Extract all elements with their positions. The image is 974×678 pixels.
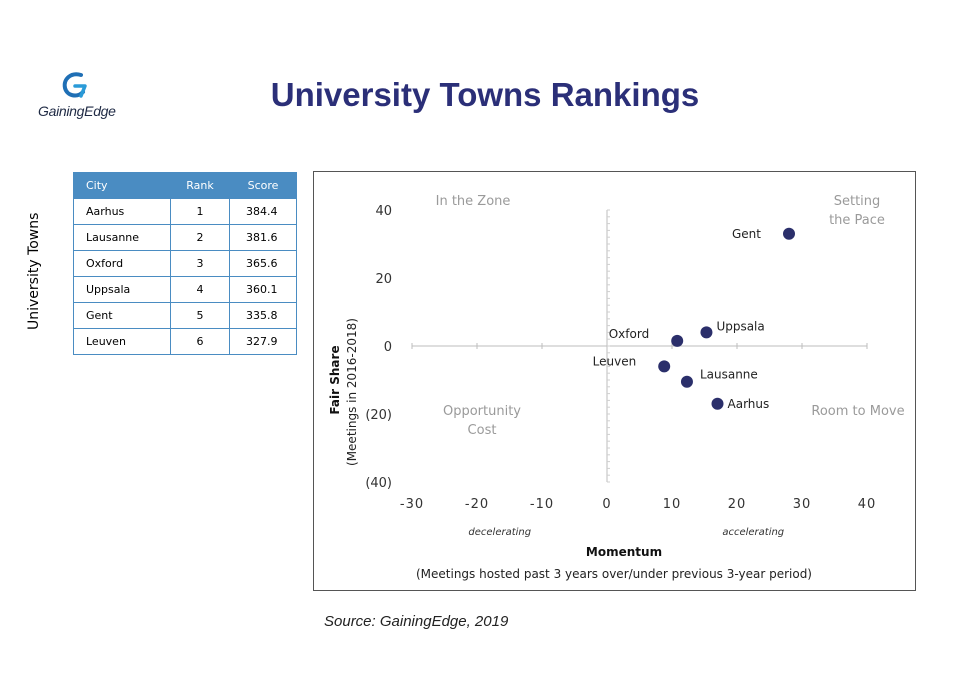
cell-rank: 4 xyxy=(170,276,230,303)
table-header-row: City Rank Score xyxy=(73,172,297,199)
x-tick-label: -10 xyxy=(530,497,554,512)
x-annotation-decelerating: decelerating xyxy=(468,527,531,538)
logo-mark-icon xyxy=(62,72,87,98)
data-point xyxy=(680,375,693,388)
data-point-label: Leuven xyxy=(593,354,637,368)
source-note: Source: GainingEdge, 2019 xyxy=(324,613,509,630)
table-row: Aarhus 1 384.4 xyxy=(73,198,297,225)
cell-score: 384.4 xyxy=(229,198,297,225)
cell-score: 360.1 xyxy=(229,276,297,303)
data-point xyxy=(700,326,713,339)
data-point xyxy=(671,334,684,347)
x-axis-title: Momentum xyxy=(586,545,662,559)
data-point xyxy=(658,360,671,373)
column-header-score: Score xyxy=(229,172,297,199)
cell-score: 381.6 xyxy=(229,224,297,251)
x-tick-label: -30 xyxy=(400,497,424,512)
cell-city: Oxford xyxy=(73,250,171,277)
data-point-label: Aarhus xyxy=(728,397,770,411)
cell-city: Gent xyxy=(73,302,171,329)
x-annotation-accelerating: accelerating xyxy=(722,527,784,538)
x-axis-subtitle: (Meetings hosted past 3 years over/under… xyxy=(416,567,812,581)
quadrant-label-bottom-right: Room to Move xyxy=(811,404,904,419)
data-point-label: Oxford xyxy=(609,327,649,341)
y-tick-label: (20) xyxy=(365,408,392,423)
data-point-label: Lausanne xyxy=(700,368,758,382)
cell-rank: 2 xyxy=(170,224,230,251)
data-point-label: Gent xyxy=(732,227,761,241)
cell-city: Aarhus xyxy=(73,198,171,225)
page-title: University Towns Rankings xyxy=(270,76,700,113)
cell-score: 335.8 xyxy=(229,302,297,329)
y-tick-label: (40) xyxy=(365,476,392,491)
y-axis-title: Fair Share xyxy=(328,345,342,414)
cell-city: Uppsala xyxy=(73,276,171,303)
x-tick-label: 0 xyxy=(602,497,611,512)
cell-rank: 3 xyxy=(170,250,230,277)
table-row: Lausanne 2 381.6 xyxy=(73,224,297,251)
cell-score: 365.6 xyxy=(229,250,297,277)
cell-score: 327.9 xyxy=(229,328,297,355)
table-row: Leuven 6 327.9 xyxy=(73,328,297,355)
x-tick-label: 40 xyxy=(858,497,877,512)
side-label: University Towns xyxy=(26,212,42,330)
data-point-label: Uppsala xyxy=(716,319,764,333)
data-point xyxy=(783,227,795,240)
y-tick-label: 0 xyxy=(384,340,392,355)
quadrant-label-top-right: Setting xyxy=(834,194,881,209)
x-tick-label: 30 xyxy=(793,497,812,512)
table-row: Gent 5 335.8 xyxy=(73,302,297,329)
x-tick-label: 10 xyxy=(663,497,682,512)
y-tick-label: 40 xyxy=(375,204,392,219)
quadrant-label-bottom-left: Opportunity xyxy=(443,404,521,419)
logo-text: GainingEdge xyxy=(38,103,116,119)
gainingedge-logo: GainingEdge xyxy=(38,70,128,122)
ranking-table: City Rank Score Aarhus 1 384.4 Lausanne … xyxy=(73,172,297,355)
column-header-city: City xyxy=(73,172,171,199)
quadrant-label-top-right: the Pace xyxy=(829,213,885,228)
table-row: Uppsala 4 360.1 xyxy=(73,276,297,303)
scatter-chart-svg: -30 -20 -10 0 10 20 30 40 40 20 0 (20) (40) In the Zo… xyxy=(328,194,905,581)
y-axis-subtitle: (Meetings in 2016-2018) xyxy=(345,318,359,466)
cell-city: Leuven xyxy=(73,328,171,355)
quadrant-label-top-left: In the Zone xyxy=(436,194,511,209)
cell-city: Lausanne xyxy=(73,224,171,251)
scatter-chart: -30 -20 -10 0 10 20 30 40 40 20 0 (20) (40) In the Zo… xyxy=(313,171,916,591)
cell-rank: 6 xyxy=(170,328,230,355)
data-point xyxy=(711,397,724,410)
column-header-rank: Rank xyxy=(170,172,230,199)
table-row: Oxford 3 365.6 xyxy=(73,250,297,277)
cell-rank: 5 xyxy=(170,302,230,329)
x-tick-label: 20 xyxy=(728,497,747,512)
x-tick-label: -20 xyxy=(465,497,489,512)
cell-rank: 1 xyxy=(170,198,230,225)
y-tick-label: 20 xyxy=(375,272,392,287)
quadrant-label-bottom-left: Cost xyxy=(468,423,497,438)
